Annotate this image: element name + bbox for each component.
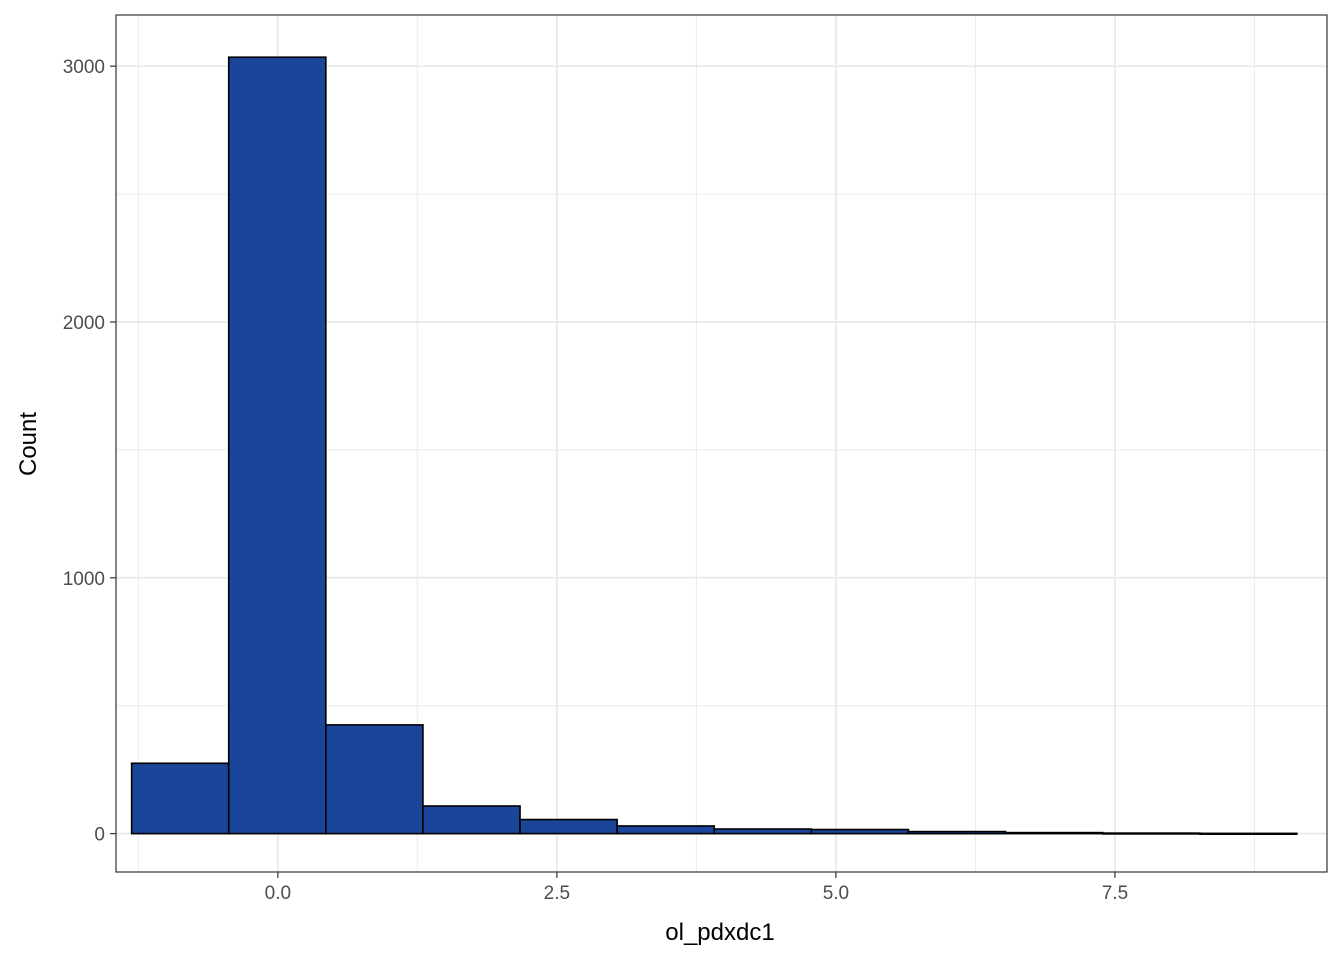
y-tick-label: 2000	[63, 313, 105, 334]
x-tick-label: 7.5	[1102, 883, 1128, 904]
histogram-bar	[713, 828, 813, 835]
y-tick-label: 0	[94, 825, 105, 846]
histogram-bar	[422, 805, 521, 835]
histogram-bars	[130, 56, 1298, 835]
histogram-bar	[1101, 832, 1201, 835]
histogram-bar	[227, 56, 327, 835]
histogram-bar	[1198, 832, 1298, 835]
histogram-bar	[130, 762, 230, 835]
histogram-bar	[616, 825, 716, 835]
x-tick-label: 2.5	[544, 883, 570, 904]
y-axis-title: Count	[15, 412, 42, 476]
x-tick-label: 0.0	[265, 883, 291, 904]
histogram-bar	[519, 818, 618, 835]
x-axis-title: ol_pdxdc1	[665, 919, 774, 946]
histogram-bar	[810, 828, 910, 835]
y-axis: 0 1000 2000 3000	[63, 57, 116, 846]
plot-border	[115, 14, 1328, 873]
y-tick-label: 3000	[63, 57, 105, 78]
x-tick-label: 5.0	[823, 883, 849, 904]
x-axis: 0.0 2.5 5.0 7.5	[265, 872, 1128, 904]
histogram-bar	[907, 830, 1007, 835]
y-tick-label: 1000	[63, 569, 105, 590]
histogram-bar	[325, 724, 424, 835]
histogram-bar	[1004, 831, 1104, 835]
